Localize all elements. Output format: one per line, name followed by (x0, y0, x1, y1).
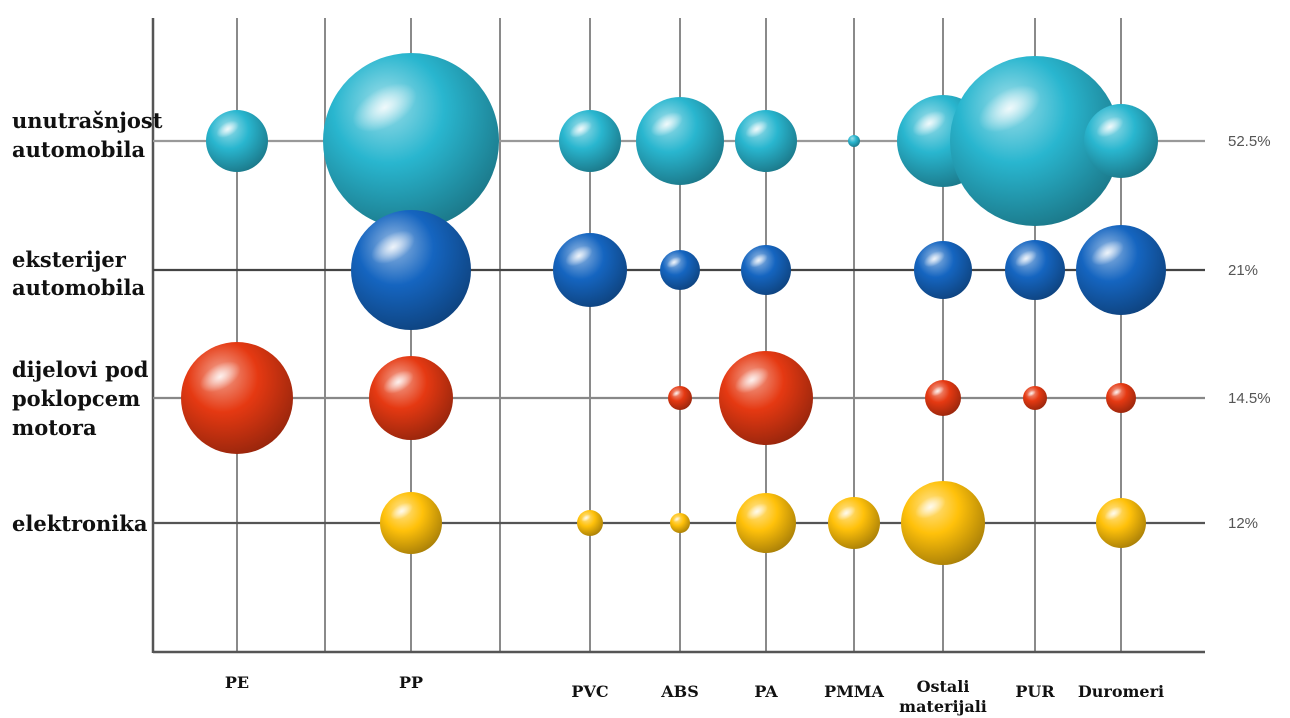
bubble-electronics-duromeri (1096, 498, 1146, 548)
row-label-underhood: dijelovi pod poklopcem motora (12, 357, 149, 440)
x-tick-label-pp: PP (399, 673, 423, 692)
bubble-interior-duromeri (1084, 104, 1158, 178)
bubble-exterior-pp (351, 210, 471, 330)
bubble-electronics-pa (736, 493, 796, 553)
x-tick-label-pmma: PMMA (824, 682, 884, 701)
bubble-underhood-pp (369, 356, 453, 440)
bubble-underhood-abs (668, 386, 692, 410)
row-share-interior: 52.5% (1228, 133, 1271, 150)
bubble-interior-pa (735, 110, 797, 172)
bubbles (181, 53, 1166, 565)
row-label-exterior: eksterijer automobila (12, 247, 145, 300)
bubble-underhood-duromeri (1106, 383, 1136, 413)
bubble-interior-pvc (559, 110, 621, 172)
bubble-interior-pe (206, 110, 268, 172)
bubble-exterior-abs (660, 250, 700, 290)
bubble-electronics-pmma (828, 497, 880, 549)
x-tick-label-duromeri: Duromeri (1078, 682, 1164, 701)
x-tick-label-pvc: PVC (571, 682, 608, 701)
bubble-underhood-pa (719, 351, 813, 445)
bubble-underhood-ostali-materijali (925, 380, 961, 416)
bubble-electronics-abs (670, 513, 690, 533)
x-tick-label-abs: ABS (660, 682, 699, 701)
bubble-exterior-duromeri (1076, 225, 1166, 315)
bubble-exterior-pa (741, 245, 791, 295)
bubble-interior-abs (636, 97, 724, 185)
x-tick-label-pur: PUR (1015, 682, 1055, 701)
bubble-exterior-ostali-materijali (914, 241, 972, 299)
bubble-interior-pur (950, 56, 1120, 226)
row-label-electronics: elektronika (12, 511, 148, 536)
x-tick-label-pe: PE (225, 673, 249, 692)
bubble-interior-pp (323, 53, 499, 229)
row-share-underhood: 14.5% (1228, 390, 1271, 407)
row-share-exterior: 21% (1228, 262, 1258, 279)
labels: unutrašnjost automobila eksterijer automobi… (12, 108, 1271, 716)
bubble-electronics-pp (380, 492, 442, 554)
bubble-underhood-pur (1023, 386, 1047, 410)
bubble-electronics-pvc (577, 510, 603, 536)
row-label-interior: unutrašnjost automobila (12, 108, 163, 162)
bubble-interior-pmma (848, 135, 860, 147)
bubble-exterior-pur (1005, 240, 1065, 300)
bubble-underhood-pe (181, 342, 293, 454)
x-tick-label-ostali-materijali: Ostali materijali (899, 677, 987, 716)
bubble-exterior-pvc (553, 233, 627, 307)
bubble-electronics-ostali-materijali (901, 481, 985, 565)
row-share-electronics: 12% (1228, 515, 1258, 532)
x-tick-label-pa: PA (754, 682, 778, 701)
